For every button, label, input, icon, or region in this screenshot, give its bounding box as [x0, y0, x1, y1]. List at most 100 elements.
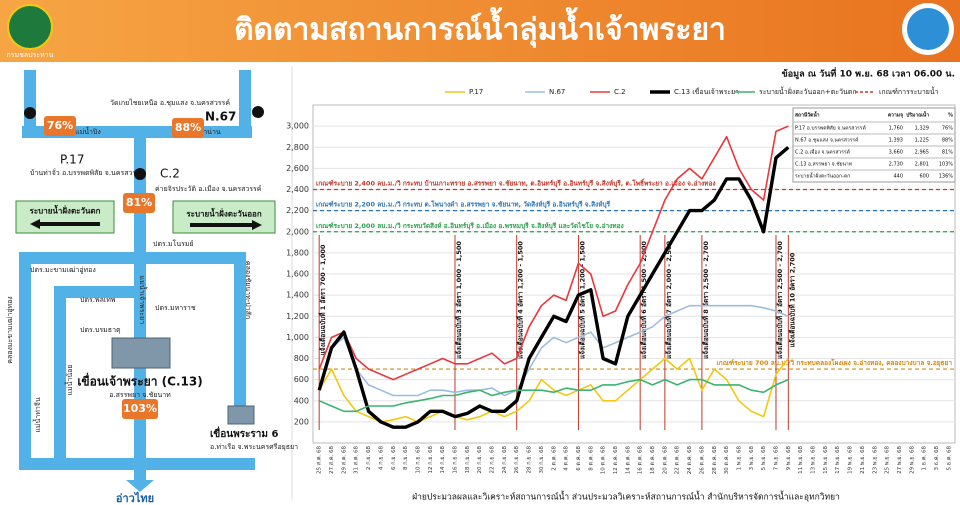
reference-label: เกณฑ์ระบาย 2,000 ลบ.ม./วิ กระทบวัดสิงห์ … [316, 221, 624, 230]
x-tick-label: 6 ต.ค. 68 [576, 446, 582, 471]
x-tick-label: 24 ก.ย. 68 [502, 446, 508, 474]
x-tick-label: 8 ก.ย. 68 [403, 446, 409, 471]
drain-label: ระบายน้ำฝั่งตะวันตก [30, 205, 101, 216]
x-tick-label: 16 ก.ย. 68 [452, 446, 458, 474]
table-header: ความจุ [888, 113, 903, 119]
river-label: แม่น้ำน้อย [63, 365, 74, 396]
table-cell: C.2 อ.เมือง จ.นครสวรรค์ [795, 149, 850, 156]
legend-label: N.67 [549, 88, 565, 96]
table-cell: ระบายน้ำฝั่งตะวันออก-ตก [795, 171, 850, 180]
x-tick-label: 2 ก.ย. 68 [366, 446, 372, 471]
alert-label: แจ้งเตือนฉบับที่ 5 อัตรา 1,200 - 1,500 [576, 241, 586, 359]
y-tick-label: 1,000 [286, 333, 309, 342]
x-tick-label: 10 ก.ย. 68 [415, 446, 421, 474]
table-cell: 3,660 [889, 150, 903, 156]
table-frame [792, 107, 956, 183]
header-bar [0, 0, 960, 62]
table-cell: 2,730 [889, 162, 903, 168]
table-cell: 136% [939, 174, 954, 180]
river-label: แม่น้ำปิง [75, 125, 101, 136]
weir-place: อ.ท่าเรือ จ.พระนครศรีอยุธยา [210, 443, 298, 451]
legend-label: P.17 [469, 88, 483, 96]
alert-label: แจ้งเตือนฉบับที่ 7 อัตรา 2,000 - 2,500 [663, 241, 673, 359]
series-line [318, 357, 789, 423]
river-network [19, 70, 255, 480]
y-tick-label: 1,600 [286, 270, 309, 279]
x-tick-label: 14 ต.ค. 68 [625, 446, 631, 475]
table-header: % [948, 113, 953, 119]
x-tick-label: 20 ก.ย. 68 [477, 446, 483, 474]
regulator-label: ปตร.มโนรมย์ [153, 239, 194, 248]
x-tick-label: 26 ต.ค. 68 [699, 446, 705, 475]
alert-label: แจ้งเตือนฉบับที่ 8 อัตรา 2,500 - 2,700 [700, 241, 710, 359]
table-cell: 81% [942, 150, 953, 156]
sea-arrow [126, 480, 154, 492]
x-tick-label: 29 ส.ค. 68 [340, 446, 347, 475]
x-tick-label: 25 พ.ย. 68 [885, 446, 891, 474]
legend-label: ระบายน้ำฝั่งตะวันออก+ตะวันตก [759, 85, 857, 96]
river-label: คลองมะขามเฒ่าอู่ทอง [6, 296, 14, 363]
x-tick-label: 4 ก.ย. 68 [378, 446, 384, 471]
y-tick-label: 2,600 [286, 164, 309, 173]
table-cell: 600 [919, 174, 929, 180]
x-tick-label: 27 พ.ย. 68 [897, 446, 903, 474]
x-tick-label: 5 พ.ย. 68 [761, 446, 767, 471]
table-cell: 1,225 [915, 138, 929, 144]
series-line [317, 146, 790, 429]
river-label: แม่น้ำท่าจีน [31, 397, 42, 432]
table-cell: 440 [893, 174, 903, 180]
y-tick-label: 200 [294, 417, 309, 426]
series-line [318, 125, 789, 381]
x-tick-label: 3 พ.ย. 68 [749, 446, 755, 471]
x-tick-label: 15 พ.ย. 68 [823, 446, 829, 474]
logo-caption: กรมชลประทาน [7, 51, 54, 59]
station-code: P.17 [60, 153, 84, 167]
y-tick-label: 2,400 [286, 185, 309, 194]
legend-label: C.13 เขื่อนเจ้าพระยา [674, 87, 739, 96]
y-tick-label: 1,200 [286, 312, 309, 321]
alert-label: แจ้งเตือนฉบับที่ 3 อัตรา 1,000 - 1,500 [453, 241, 463, 359]
table-cell: P.17 อ.บรรพตพิสัย จ.นครสวรรค์ [795, 125, 866, 132]
x-tick-label: 22 ก.ย. 68 [490, 446, 496, 474]
table-cell: N.67 อ.ชุมแสง จ.นครสวรรค์ [795, 137, 858, 144]
regulator-label: ปตร.บรมธาตุ [80, 326, 121, 334]
y-tick-label: 2,000 [286, 227, 309, 236]
x-tick-label: 24 ต.ค. 68 [687, 446, 693, 475]
x-tick-label: 1 ธ.ค. 68 [921, 446, 928, 471]
x-tick-label: 30 ก.ย. 68 [539, 446, 545, 474]
alert-label: แจ้งเตือนฉบับที่ 4 อัตรา 1,200 - 1,500 [515, 241, 525, 359]
dam-place: อ.สรรพยา จ.ชัยนาท [109, 391, 171, 399]
sea-label: อ่าวไทย [116, 491, 154, 505]
x-tick-label: 18 ก.ย. 68 [465, 446, 471, 474]
x-tick-label: 20 ต.ค. 68 [662, 446, 668, 475]
station-dot [252, 106, 264, 118]
series-line [318, 378, 789, 413]
regulator-label: ปตร.มหาราช [155, 304, 196, 312]
x-tick-label: 16 ต.ค. 68 [638, 446, 644, 475]
alert-label: แจ้งเตือนฉบับที่ 6 อัตรา 1,500 - 2,000 [638, 241, 648, 359]
station-badge [44, 116, 76, 136]
weir-name: เขื่อนพระราม 6 [210, 426, 278, 440]
y-tick-label: 1,400 [286, 291, 309, 300]
table-cell: 2,965 [915, 150, 929, 156]
drain-box [15, 200, 115, 234]
reference-label: เกณฑ์ระบาย 2,200 ลบ.ม./วิ กระทบ ต.โพนางด… [316, 200, 611, 209]
regulator-label: ปตร.มะขามเฒ่าอู่ทอง [30, 266, 96, 274]
x-tick-label: 14 ก.ย. 68 [440, 446, 446, 474]
x-tick-label: 30 ต.ค. 68 [724, 446, 730, 475]
station-dot [134, 168, 146, 180]
dam-icon [111, 337, 171, 369]
station-badge [172, 118, 204, 138]
x-tick-label: 9 พ.ย. 68 [786, 446, 792, 471]
y-tick-label: 400 [294, 396, 309, 405]
alert-label: แจ้งเตือนฉบับที่ 10 อัตรา 2,700 [786, 252, 796, 347]
x-tick-label: 11 พ.ย. 68 [798, 446, 804, 474]
table-cell: 88% [942, 138, 953, 144]
y-tick-label: 3,000 [286, 122, 309, 131]
weir-icon [227, 405, 255, 425]
table-cell: 103% [939, 162, 954, 168]
station-badge [123, 193, 155, 213]
station-dot [24, 107, 36, 119]
table-header: สถานีวัดน้ำ [795, 110, 820, 119]
station-code: C.2 [160, 167, 180, 181]
